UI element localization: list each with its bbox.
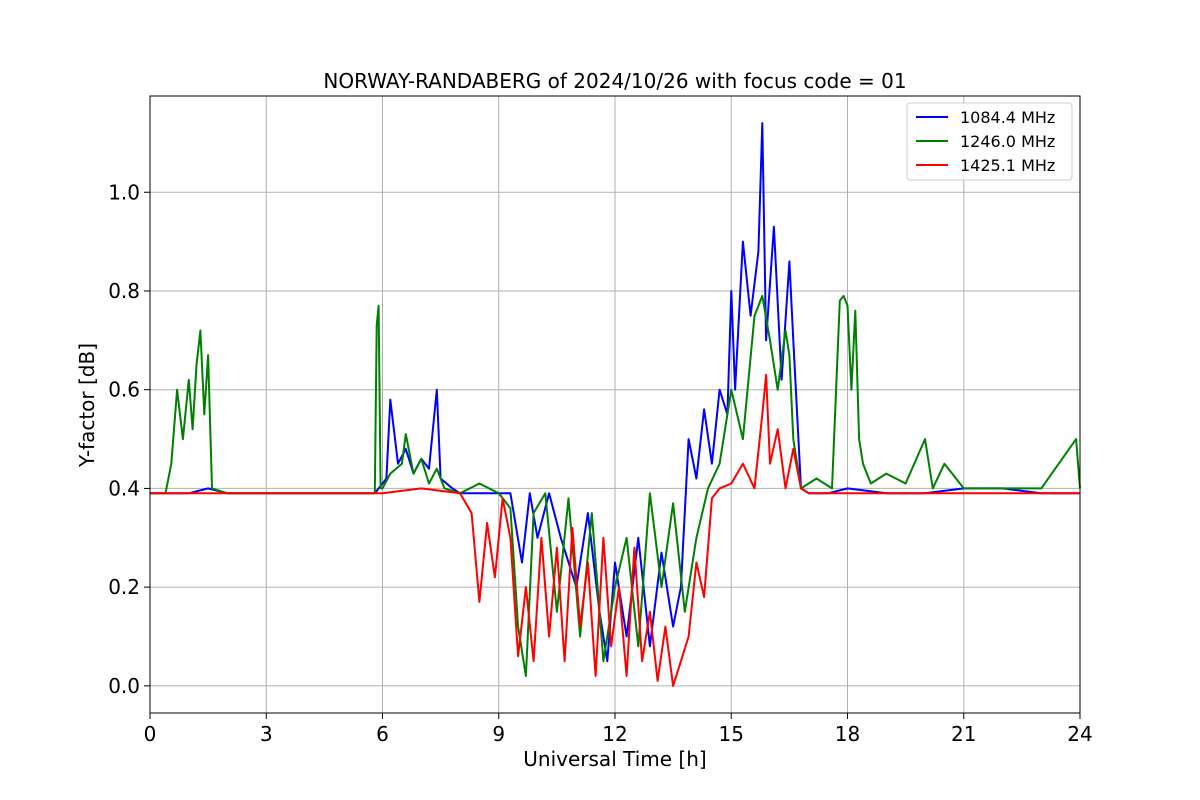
legend-label-0: 1084.4 MHz (960, 108, 1055, 127)
y-tick-label: 0.4 (108, 476, 140, 500)
x-tick-label: 9 (492, 722, 505, 746)
y-tick-label: 0.8 (108, 279, 140, 303)
tick-layer: 0 3 6 9 12 15 18 21 24 0.0 0.2 0.4 0.6 0.8 1.0 (108, 180, 1093, 746)
series-line-2 (150, 373, 1080, 687)
legend: 1084.4 MHz 1246.0 MHz 1425.1 MHz (906, 102, 1073, 181)
x-tick-label: 15 (719, 722, 744, 746)
y-tick-label: 0.2 (108, 575, 140, 599)
x-tick-label: 12 (602, 722, 627, 746)
legend-label-1: 1246.0 MHz (960, 132, 1055, 151)
legend-box (906, 102, 1073, 181)
legend-label-2: 1425.1 MHz (960, 156, 1055, 175)
y-tick-label: 1.0 (108, 180, 140, 204)
y-tick-label: 0.0 (108, 674, 140, 698)
x-tick-label: 3 (260, 722, 273, 746)
y-tick-label: 0.6 (108, 378, 140, 402)
y-axis-label: Y-factor [dB] (75, 343, 99, 468)
x-tick-label: 0 (144, 722, 157, 746)
x-tick-label: 21 (951, 722, 976, 746)
x-tick-label: 6 (376, 722, 389, 746)
chart-title: NORWAY-RANDABERG of 2024/10/26 with focu… (323, 69, 906, 93)
series-layer (150, 122, 1081, 687)
x-tick-label: 18 (835, 722, 860, 746)
x-tick-label: 24 (1067, 722, 1092, 746)
x-axis-label: Universal Time [h] (523, 747, 706, 771)
